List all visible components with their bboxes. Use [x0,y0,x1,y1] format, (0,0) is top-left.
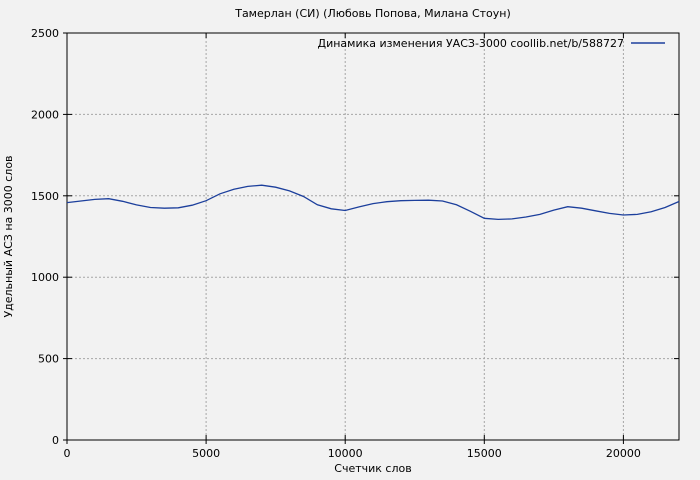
y-tick-label: 1000 [31,271,59,284]
x-tick-label: 5000 [192,447,220,460]
x-tick-label: 0 [64,447,71,460]
y-tick-label: 500 [38,353,59,366]
chart-title: Тамерлан (СИ) (Любовь Попова, Милана Сто… [235,7,511,20]
y-tick-label: 1500 [31,190,59,203]
x-axis-label: Счетчик слов [334,462,412,475]
x-tick-label: 15000 [467,447,502,460]
y-axis-label: Удельный АСЗ на 3000 слов [2,155,15,318]
x-tick-label: 10000 [328,447,363,460]
y-tick-label: 2500 [31,27,59,40]
y-tick-label: 2000 [31,108,59,121]
plot-frame [66,32,680,441]
x-tick-label: 20000 [606,447,641,460]
y-tick-label: 0 [52,434,59,447]
legend-label: Динамика изменения УАСЗ-3000 coollib.net… [318,37,625,50]
series-line [66,184,680,221]
